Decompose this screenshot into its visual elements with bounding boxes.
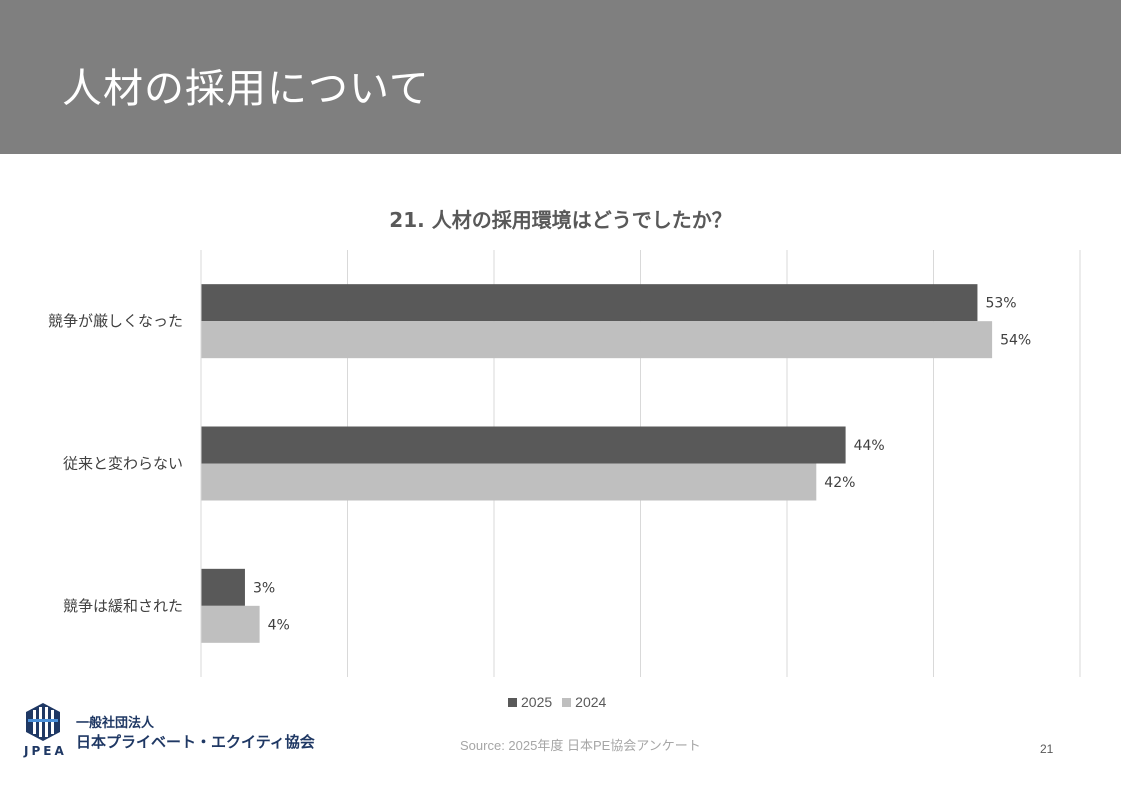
legend-label-2024: 2024 [575, 694, 607, 710]
bar-2024 [201, 321, 993, 359]
data-label: 53% [985, 296, 1016, 312]
data-label: 3% [253, 580, 275, 596]
legend-item-2024: 2024 [562, 694, 606, 710]
jpea-logo-icon [26, 703, 60, 741]
data-label: 44% [854, 438, 885, 454]
category-label: 従来と変わらない [63, 455, 183, 473]
data-label: 54% [1000, 333, 1031, 349]
category-label: 競争が厳しくなった [48, 312, 183, 330]
legend-swatch-2024 [562, 697, 572, 707]
logo-org-name: 日本プライベート・エクイティ協会 [76, 733, 315, 751]
bar-2025 [201, 568, 245, 606]
chart-legend: 2025 2024 [508, 694, 606, 710]
legend-item-2025: 2025 [508, 694, 552, 710]
legend-swatch-2025 [508, 697, 517, 707]
page-number: 21 [1040, 742, 1054, 756]
legend-label-2025: 2025 [521, 694, 553, 710]
header-banner: 人材の採用について [0, 0, 1121, 154]
logo-abbreviation: JPEA [24, 744, 67, 758]
bar-2025 [201, 426, 846, 464]
bar-2025 [201, 284, 978, 322]
bar-2024 [201, 463, 817, 501]
chart-title: 21. 人材の採用環境はどうでしたか？ [389, 208, 732, 232]
logo-org-type: 一般社団法人 [76, 716, 155, 731]
category-label: 競争は緩和された [63, 597, 183, 615]
page-title: 人材の採用について [62, 66, 430, 112]
data-label: 4% [268, 617, 290, 633]
bar-2024 [201, 605, 260, 643]
source-note: Source: 2025年度 日本PE協会アンケート [460, 738, 701, 753]
data-label: 42% [824, 475, 855, 491]
jpea-logo: JPEA 一般社団法人 日本プライベート・エクイティ協会 [24, 702, 324, 762]
